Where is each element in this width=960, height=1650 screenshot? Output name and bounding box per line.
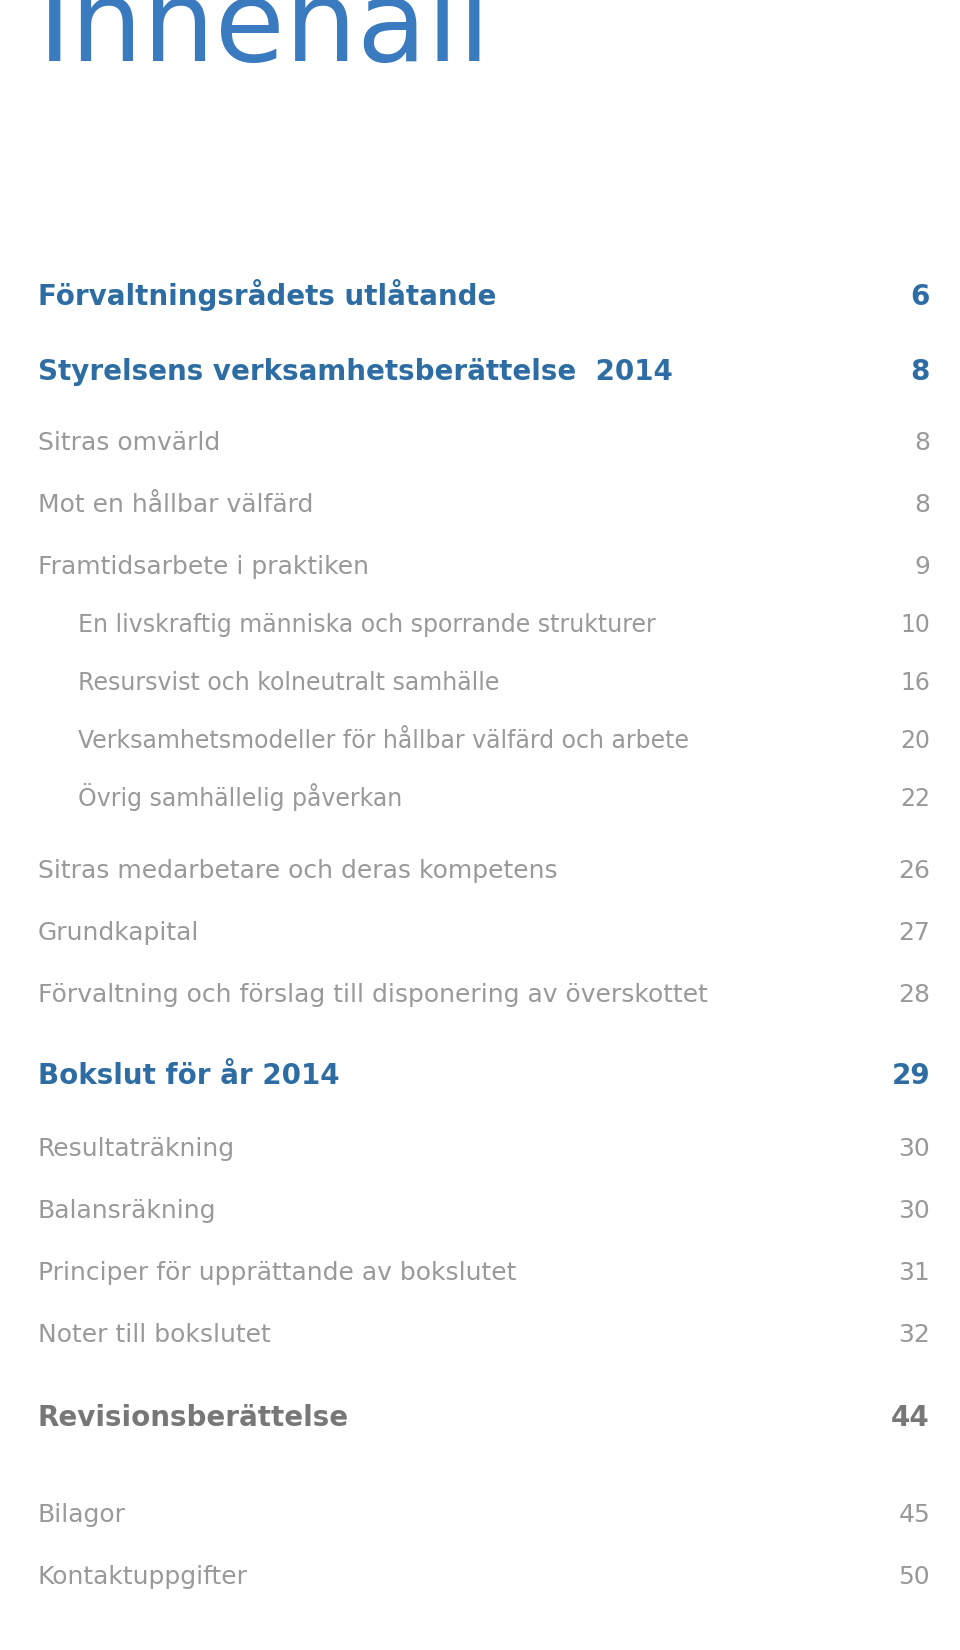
Text: 30: 30	[899, 1200, 930, 1223]
Text: Övrig samhällelig påverkan: Övrig samhällelig påverkan	[78, 784, 402, 812]
Text: 26: 26	[898, 860, 930, 883]
Text: Resursvist och kolneutralt samhälle: Resursvist och kolneutralt samhälle	[78, 672, 499, 695]
Text: Grundkapital: Grundkapital	[38, 921, 200, 945]
Text: 16: 16	[900, 672, 930, 695]
Text: 32: 32	[899, 1323, 930, 1346]
Text: 8: 8	[914, 493, 930, 516]
Text: Verksamhetsmodeller för hållbar välfärd och arbete: Verksamhetsmodeller för hållbar välfärd …	[78, 729, 689, 752]
Text: Förvaltningsrådets utlåtande: Förvaltningsrådets utlåtande	[38, 279, 496, 310]
Text: Innehåll: Innehåll	[38, 0, 491, 86]
Text: 44: 44	[891, 1404, 930, 1432]
Text: Sitras medarbetare och deras kompetens: Sitras medarbetare och deras kompetens	[38, 860, 558, 883]
Text: 8: 8	[911, 358, 930, 386]
Text: 29: 29	[892, 1063, 930, 1091]
Text: 50: 50	[899, 1564, 930, 1589]
Text: 10: 10	[900, 614, 930, 637]
Text: 31: 31	[899, 1261, 930, 1285]
Text: 28: 28	[898, 983, 930, 1006]
Text: Framtidsarbete i praktiken: Framtidsarbete i praktiken	[38, 554, 369, 579]
Text: Revisionsberättelse: Revisionsberättelse	[38, 1404, 349, 1432]
Text: Bokslut för år 2014: Bokslut för år 2014	[38, 1063, 340, 1091]
Text: Principer för upprättande av bokslutet: Principer för upprättande av bokslutet	[38, 1261, 516, 1285]
Text: Styrelsens verksamhetsberättelse  2014: Styrelsens verksamhetsberättelse 2014	[38, 358, 673, 386]
Text: 30: 30	[899, 1137, 930, 1162]
Text: Bilagor: Bilagor	[38, 1503, 126, 1526]
Text: Kontaktuppgifter: Kontaktuppgifter	[38, 1564, 248, 1589]
Text: En livskraftig människa och sporrande strukturer: En livskraftig människa och sporrande st…	[78, 614, 656, 637]
Text: 6: 6	[911, 284, 930, 310]
Text: 8: 8	[914, 431, 930, 455]
Text: Balansräkning: Balansräkning	[38, 1200, 217, 1223]
Text: 9: 9	[914, 554, 930, 579]
Text: 20: 20	[900, 729, 930, 752]
Text: Mot en hållbar välfärd: Mot en hållbar välfärd	[38, 493, 313, 516]
Text: Sitras omvärld: Sitras omvärld	[38, 431, 220, 455]
Text: 27: 27	[899, 921, 930, 945]
Text: Förvaltning och förslag till disponering av överskottet: Förvaltning och förslag till disponering…	[38, 983, 708, 1006]
Text: 22: 22	[900, 787, 930, 812]
Text: Noter till bokslutet: Noter till bokslutet	[38, 1323, 271, 1346]
Text: 45: 45	[899, 1503, 930, 1526]
Text: Resultaträkning: Resultaträkning	[38, 1137, 235, 1162]
